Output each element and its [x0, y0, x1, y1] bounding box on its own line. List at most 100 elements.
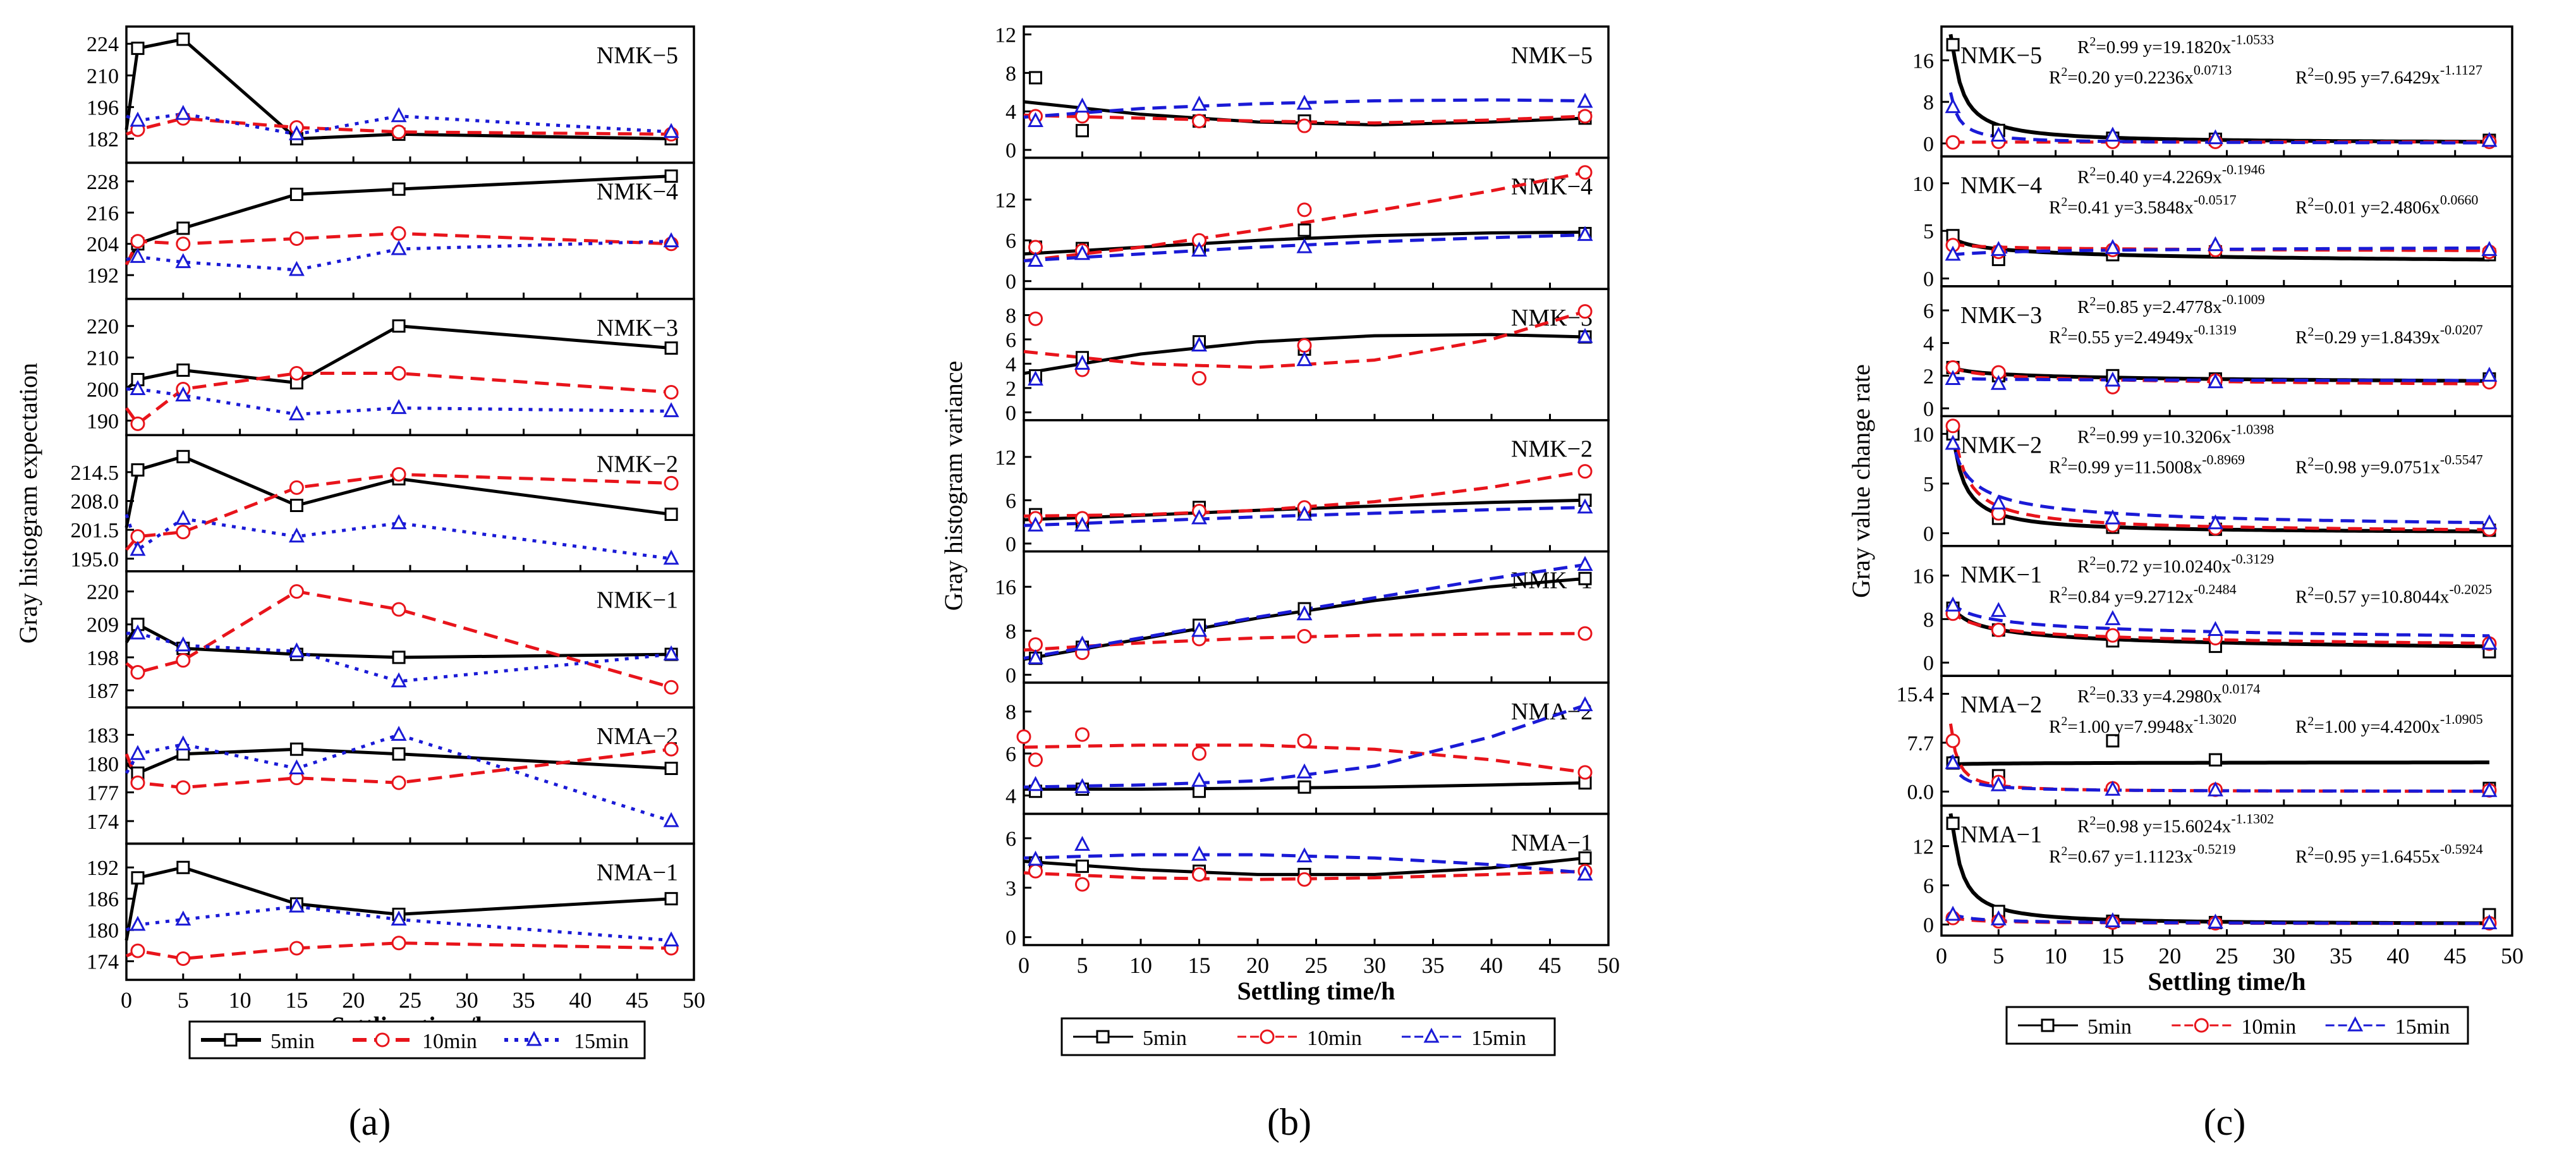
eq-r-sup: 2 — [2061, 714, 2067, 728]
eq-r: R — [2049, 68, 2062, 88]
marker-triangle — [1191, 241, 1207, 257]
marker-circle — [289, 366, 304, 381]
marker-triangle — [175, 910, 191, 926]
marker-triangle — [1945, 754, 1961, 769]
marker-triangle — [1296, 505, 1313, 521]
panel-letter-b: (b) — [1267, 1101, 1311, 1143]
eq-r: R — [2049, 717, 2062, 737]
eq-r: R — [2049, 847, 2062, 867]
x-tick-label: 30 — [2273, 943, 2295, 968]
y-tick-label: 6 — [1005, 827, 1016, 851]
marker-square — [131, 41, 145, 55]
marker-square — [664, 169, 678, 183]
eq-r-sup: 2 — [2307, 65, 2314, 79]
y-tick-label: 192 — [87, 857, 119, 880]
eq-r: R — [2295, 68, 2308, 88]
marker-circle — [1028, 637, 1043, 652]
marker-square — [1297, 780, 1311, 794]
marker-triangle — [288, 759, 305, 774]
x-tick-label: 5 — [178, 987, 189, 1013]
fit-equation: R2=0.95 y=7.6429x-1.1127 — [2295, 62, 2482, 88]
subplot-label: NMK−1 — [1960, 562, 2042, 589]
marker-triangle — [391, 107, 407, 123]
marker-circle — [391, 366, 406, 381]
fit-equation: R2=0.85 y=2.4778x-0.1009 — [2077, 291, 2265, 317]
series-line-5min — [125, 37, 672, 140]
eq-r-sup: 2 — [2061, 585, 2067, 599]
y-tick-label: 16 — [1912, 565, 1934, 588]
marker-triangle — [2481, 514, 2498, 530]
fit-curve-10min — [1949, 608, 2489, 645]
y-axis-label: Gray histogram variance — [939, 361, 968, 611]
eq-body: =0.29 y=1.8439x — [2314, 327, 2440, 348]
marker-triangle — [175, 104, 191, 120]
x-tick-label: 15 — [285, 987, 308, 1013]
marker-square — [1096, 1030, 1110, 1044]
marker-circle — [664, 475, 679, 491]
marker-circle — [664, 680, 679, 695]
marker-square — [2041, 1018, 2055, 1032]
marker-circle — [1577, 765, 1593, 780]
eq-r-sup: 2 — [2307, 585, 2314, 599]
x-tick-label: 5 — [1993, 943, 2004, 968]
legend-c: 5min 10min 15min — [2005, 1006, 2469, 1045]
y-tick-label: 210 — [87, 347, 119, 370]
marker-square — [289, 742, 303, 756]
marker-circle — [1075, 727, 1090, 742]
y-tick-label: 8 — [1005, 62, 1016, 85]
x-tick-label: 20 — [342, 987, 365, 1013]
marker-triangle — [1191, 95, 1207, 111]
y-tick-label: 8 — [1005, 701, 1016, 724]
x-tick-label: 15 — [2101, 943, 2124, 968]
marker-triangle — [2105, 780, 2121, 796]
y-tick-label: 182 — [87, 128, 119, 151]
marker-circle — [176, 525, 191, 540]
marker-triangle — [1028, 516, 1043, 532]
series-line-15min — [126, 388, 672, 416]
marker-square — [176, 32, 190, 46]
eq-exponent: 0.0713 — [2194, 62, 2232, 78]
eq-r: R — [2295, 197, 2308, 217]
marker-circle — [1260, 1029, 1275, 1044]
fit-curve-10min — [1023, 743, 1586, 774]
marker-triangle — [288, 125, 305, 140]
eq-r: R — [2077, 37, 2090, 58]
eq-body: =0.01 y=2.4806x — [2314, 197, 2440, 217]
eq-r: R — [2295, 327, 2308, 348]
x-tick-label: 15 — [1188, 953, 1211, 978]
subplot-label: NMK−3 — [1960, 302, 2042, 329]
legend-label-15min: 15min — [1471, 1027, 1526, 1050]
y-tick-label: 204 — [87, 233, 119, 257]
marker-triangle — [2207, 236, 2223, 252]
legend-label-10min: 10min — [1307, 1027, 1362, 1050]
y-tick-label: 0.0 — [1907, 781, 1935, 804]
fit-curve-15min — [1949, 600, 2489, 638]
marker-square — [176, 363, 190, 377]
fit-equation: R2=0.33 y=4.2980x0.0174 — [2077, 681, 2260, 707]
x-tick-label: 35 — [1422, 953, 1445, 978]
marker-triangle — [2105, 239, 2121, 254]
series-line-10min — [125, 372, 672, 425]
x-tick-label: 45 — [626, 987, 648, 1013]
marker-circle — [391, 775, 406, 790]
x-axis-label: Settling time/h — [2148, 967, 2306, 996]
eq-r-sup: 2 — [2061, 325, 2067, 339]
fit-curve-10min — [1023, 310, 1586, 369]
marker-triangle — [1990, 375, 2007, 390]
x-tick-label: 35 — [513, 987, 535, 1013]
x-tick-label: 35 — [2330, 943, 2352, 968]
fit-curve-15min — [1023, 98, 1586, 119]
fit-curve-15min — [1948, 92, 2489, 145]
marker-triangle — [2347, 1016, 2364, 1032]
marker-square — [392, 747, 406, 761]
eq-body: =1.00 y=7.9948x — [2067, 717, 2194, 737]
series-line-15min — [125, 513, 672, 561]
x-tick-label: 10 — [1129, 953, 1152, 978]
eq-r-sup: 2 — [2307, 455, 2314, 468]
marker-circle — [289, 231, 304, 247]
y-tick-label: 10 — [1912, 423, 1934, 446]
marker-triangle — [2481, 367, 2498, 382]
subplot-label: NMA−1 — [597, 860, 678, 886]
